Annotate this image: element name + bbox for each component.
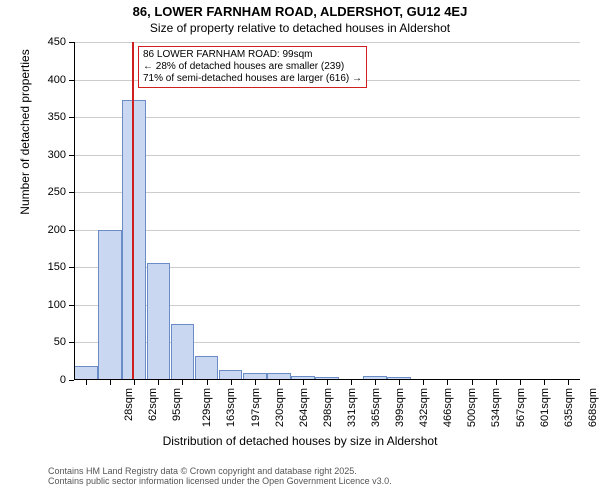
y-tick-label: 450 xyxy=(0,36,66,48)
x-tick-mark xyxy=(158,380,159,385)
x-tick-label: 500sqm xyxy=(467,388,479,427)
x-tick-mark xyxy=(255,380,256,385)
x-tick-mark xyxy=(399,380,400,385)
histogram-bar xyxy=(98,230,122,380)
x-tick-label: 399sqm xyxy=(394,388,406,427)
chart-container: 86, LOWER FARNHAM ROAD, ALDERSHOT, GU12 … xyxy=(0,0,600,500)
x-tick-mark xyxy=(303,380,304,385)
x-tick-mark xyxy=(279,380,280,385)
plot-area: 86 LOWER FARNHAM ROAD: 99sqm ← 28% of de… xyxy=(74,42,580,380)
y-tick-mark xyxy=(69,342,74,343)
x-tick-mark xyxy=(568,380,569,385)
x-tick-mark xyxy=(447,380,448,385)
y-tick-mark xyxy=(69,380,74,381)
chart-subtitle: Size of property relative to detached ho… xyxy=(0,21,600,35)
x-tick-mark xyxy=(182,380,183,385)
x-tick-label: 264sqm xyxy=(298,388,310,427)
x-tick-mark xyxy=(496,380,497,385)
x-tick-label: 635sqm xyxy=(563,388,575,427)
x-tick-label: 163sqm xyxy=(226,388,238,427)
x-tick-mark xyxy=(375,380,376,385)
annotation-box: 86 LOWER FARNHAM ROAD: 99sqm ← 28% of de… xyxy=(138,46,367,88)
footer-attribution: Contains HM Land Registry data © Crown c… xyxy=(48,466,392,486)
histogram-bar xyxy=(171,324,195,380)
y-tick-mark xyxy=(69,155,74,156)
y-tick-label: 350 xyxy=(0,111,66,123)
x-tick-label: 95sqm xyxy=(171,388,183,421)
x-tick-mark xyxy=(423,380,424,385)
y-tick-mark xyxy=(69,192,74,193)
property-marker-line xyxy=(132,42,134,380)
x-tick-label: 432sqm xyxy=(418,388,430,427)
x-tick-mark xyxy=(327,380,328,385)
gridline xyxy=(74,42,580,43)
gridline xyxy=(74,230,580,231)
y-tick-mark xyxy=(69,117,74,118)
y-axis-line xyxy=(74,42,75,380)
x-tick-label: 298sqm xyxy=(322,388,334,427)
y-tick-label: 100 xyxy=(0,299,66,311)
x-tick-label: 62sqm xyxy=(147,388,159,421)
x-axis-label: Distribution of detached houses by size … xyxy=(0,434,600,448)
y-tick-label: 0 xyxy=(0,374,66,386)
chart-title: 86, LOWER FARNHAM ROAD, ALDERSHOT, GU12 … xyxy=(0,4,600,19)
x-tick-label: 230sqm xyxy=(274,388,286,427)
x-tick-mark xyxy=(207,380,208,385)
x-tick-label: 534sqm xyxy=(491,388,503,427)
gridline xyxy=(74,117,580,118)
x-tick-mark xyxy=(472,380,473,385)
x-tick-label: 129sqm xyxy=(201,388,213,427)
y-tick-label: 200 xyxy=(0,224,66,236)
x-tick-label: 668sqm xyxy=(587,388,599,427)
y-tick-label: 250 xyxy=(0,186,66,198)
x-tick-mark xyxy=(86,380,87,385)
x-tick-label: 365sqm xyxy=(370,388,382,427)
y-tick-label: 300 xyxy=(0,149,66,161)
y-tick-mark xyxy=(69,230,74,231)
y-tick-mark xyxy=(69,267,74,268)
x-tick-mark xyxy=(134,380,135,385)
x-tick-label: 197sqm xyxy=(250,388,262,427)
y-tick-mark xyxy=(69,80,74,81)
x-tick-mark xyxy=(231,380,232,385)
histogram-bar xyxy=(147,263,171,380)
gridline xyxy=(74,155,580,156)
y-tick-label: 150 xyxy=(0,261,66,273)
gridline xyxy=(74,192,580,193)
y-tick-label: 400 xyxy=(0,74,66,86)
x-tick-label: 601sqm xyxy=(539,388,551,427)
x-tick-label: 567sqm xyxy=(515,388,527,427)
x-tick-mark xyxy=(351,380,352,385)
histogram-bar xyxy=(195,356,219,380)
y-tick-mark xyxy=(69,42,74,43)
histogram-bar xyxy=(74,366,98,380)
x-tick-mark xyxy=(110,380,111,385)
x-tick-label: 466sqm xyxy=(442,388,454,427)
x-tick-label: 28sqm xyxy=(123,388,135,421)
histogram-bar xyxy=(122,100,146,380)
x-tick-mark xyxy=(520,380,521,385)
x-tick-label: 331sqm xyxy=(346,388,358,427)
y-tick-mark xyxy=(69,305,74,306)
x-tick-mark xyxy=(544,380,545,385)
y-tick-label: 50 xyxy=(0,336,66,348)
